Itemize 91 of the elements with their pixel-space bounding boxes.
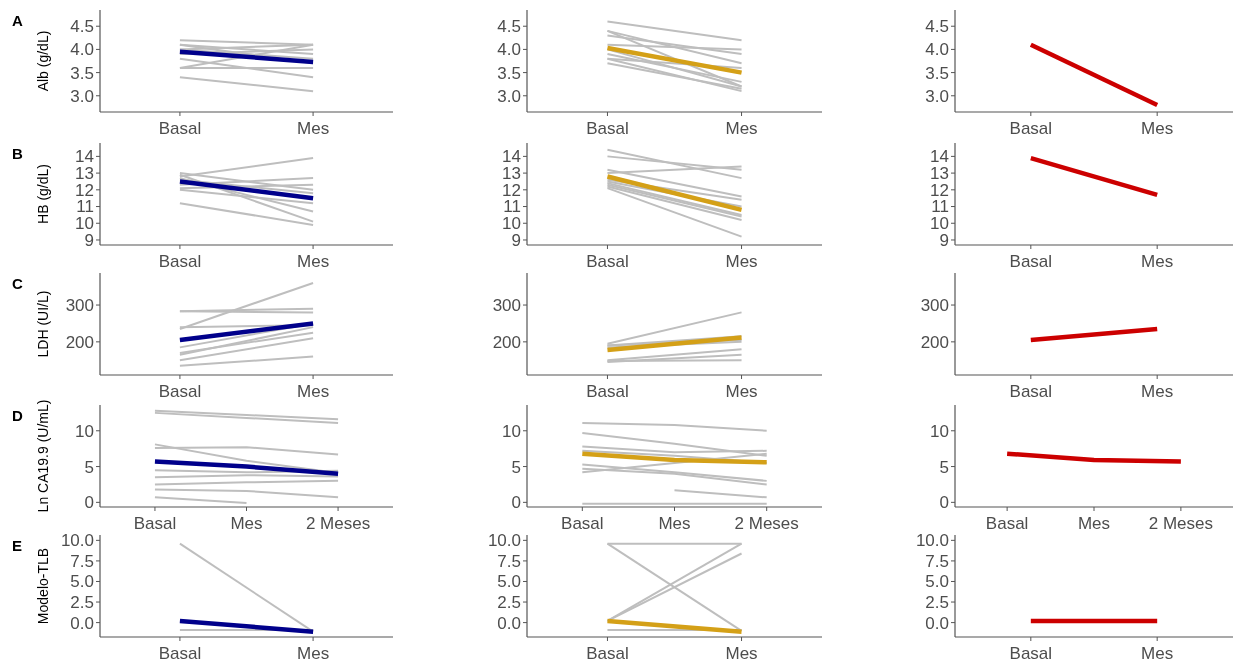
chart-title: A xyxy=(12,12,23,29)
y-tick-label: 4.5 xyxy=(70,17,94,37)
y-tick-label: 5 xyxy=(939,457,949,477)
y-tick-label: 3.5 xyxy=(925,63,949,83)
y-tick-label: 200 xyxy=(492,332,521,352)
x-tick-label: Mes xyxy=(1141,119,1174,138)
y-tick-label: 0 xyxy=(939,493,949,513)
x-tick-label: Basal xyxy=(1009,644,1053,663)
chart-title: E xyxy=(12,537,23,554)
x-tick-label: Mes xyxy=(1141,252,1174,271)
y-tick-label: 300 xyxy=(920,295,949,315)
y-axis-title: HB (g/dL) xyxy=(35,164,51,224)
y-tick-label: 5.0 xyxy=(497,572,521,592)
x-tick-label: Basal xyxy=(586,644,629,663)
x-tick-label: Basal xyxy=(158,119,202,138)
y-tick-label: 14 xyxy=(75,147,94,167)
y-tick-label: 7.5 xyxy=(925,551,949,571)
y-axis-title: Alb (g/dL) xyxy=(35,30,51,92)
y-tick-label: 200 xyxy=(920,332,949,352)
x-tick-label: Basal xyxy=(985,514,1029,533)
x-tick-label: Mes xyxy=(297,644,330,663)
y-tick-label: 14 xyxy=(930,147,949,167)
x-tick-label: Basal xyxy=(561,514,604,533)
y-tick-label: 5 xyxy=(84,457,94,477)
y-tick-label: 0 xyxy=(84,493,94,513)
y-tick-label: 3.5 xyxy=(70,63,94,83)
x-tick-label: Mes xyxy=(230,514,263,533)
x-tick-label: Mes xyxy=(725,644,758,663)
y-tick-label: 10.0 xyxy=(60,531,94,551)
y-tick-label: 3.0 xyxy=(497,86,521,106)
y-tick-label: 0.0 xyxy=(70,613,94,633)
x-tick-label: Mes xyxy=(658,514,691,533)
y-tick-label: 11 xyxy=(503,197,521,217)
y-axis-title: LDH (UI/L) xyxy=(35,290,51,358)
y-tick-label: 2.5 xyxy=(70,592,94,612)
y-tick-label: 7.5 xyxy=(497,551,521,571)
y-axis-title: Ln CA19.9 (U/mL) xyxy=(35,399,51,513)
y-tick-label: 10.0 xyxy=(915,531,949,551)
x-tick-label: Basal xyxy=(586,119,629,138)
y-tick-label: 0.0 xyxy=(497,613,521,633)
x-tick-label: Basal xyxy=(133,514,177,533)
x-tick-label: Basal xyxy=(1009,119,1053,138)
y-axis-title: Modelo-TLB xyxy=(35,547,51,625)
y-tick-label: 10 xyxy=(75,421,94,441)
x-tick-label: Mes xyxy=(725,382,758,401)
y-tick-label: 3.5 xyxy=(497,63,521,83)
x-tick-label: Mes xyxy=(725,252,758,271)
y-tick-label: 4.0 xyxy=(925,40,949,60)
y-tick-label: 10 xyxy=(930,421,949,441)
x-tick-label: 2 Meses xyxy=(734,514,799,533)
y-tick-label: 2.5 xyxy=(497,592,521,612)
x-tick-label: Mes xyxy=(1077,514,1111,533)
chart-title: C xyxy=(12,275,23,292)
x-tick-label: Mes xyxy=(297,382,330,401)
y-tick-label: 7.5 xyxy=(70,551,94,571)
chart-title: B xyxy=(12,145,23,162)
y-tick-label: 3.0 xyxy=(925,86,949,106)
x-tick-label: Mes xyxy=(1141,382,1174,401)
y-tick-label: 4.0 xyxy=(70,40,94,60)
x-tick-label: Basal xyxy=(1009,252,1053,271)
y-tick-label: 10.0 xyxy=(487,531,521,551)
y-tick-label: 5.0 xyxy=(70,572,94,592)
x-tick-label: 2 Meses xyxy=(1148,514,1213,533)
x-tick-label: Basal xyxy=(586,382,629,401)
y-tick-label: 3.0 xyxy=(70,86,94,106)
y-tick-label: 0 xyxy=(511,493,521,513)
chart-title: D xyxy=(12,407,23,424)
y-tick-label: 300 xyxy=(65,295,94,315)
y-tick-label: 4.0 xyxy=(497,40,521,60)
y-tick-label: 2.5 xyxy=(925,592,949,612)
y-tick-label: 10 xyxy=(502,421,521,441)
y-tick-label: 11 xyxy=(931,197,949,217)
x-tick-label: 2 Meses xyxy=(305,514,371,533)
y-tick-label: 14 xyxy=(502,147,521,167)
y-tick-label: 4.5 xyxy=(925,17,949,37)
y-tick-label: 4.5 xyxy=(497,17,521,37)
y-tick-label: 5.0 xyxy=(925,572,949,592)
x-tick-label: Basal xyxy=(158,252,202,271)
x-tick-label: Mes xyxy=(725,119,758,138)
x-tick-label: Mes xyxy=(297,252,330,271)
y-tick-label: 200 xyxy=(65,332,94,352)
y-tick-label: 0.0 xyxy=(925,613,949,633)
x-tick-label: Basal xyxy=(158,644,202,663)
x-tick-label: Basal xyxy=(586,252,629,271)
x-tick-label: Basal xyxy=(158,382,202,401)
y-tick-label: 300 xyxy=(492,295,521,315)
x-tick-label: Basal xyxy=(1009,382,1053,401)
y-tick-label: 11 xyxy=(76,197,94,217)
y-tick-label: 5 xyxy=(511,457,521,477)
x-tick-label: Mes xyxy=(297,119,330,138)
x-tick-label: Mes xyxy=(1141,644,1174,663)
